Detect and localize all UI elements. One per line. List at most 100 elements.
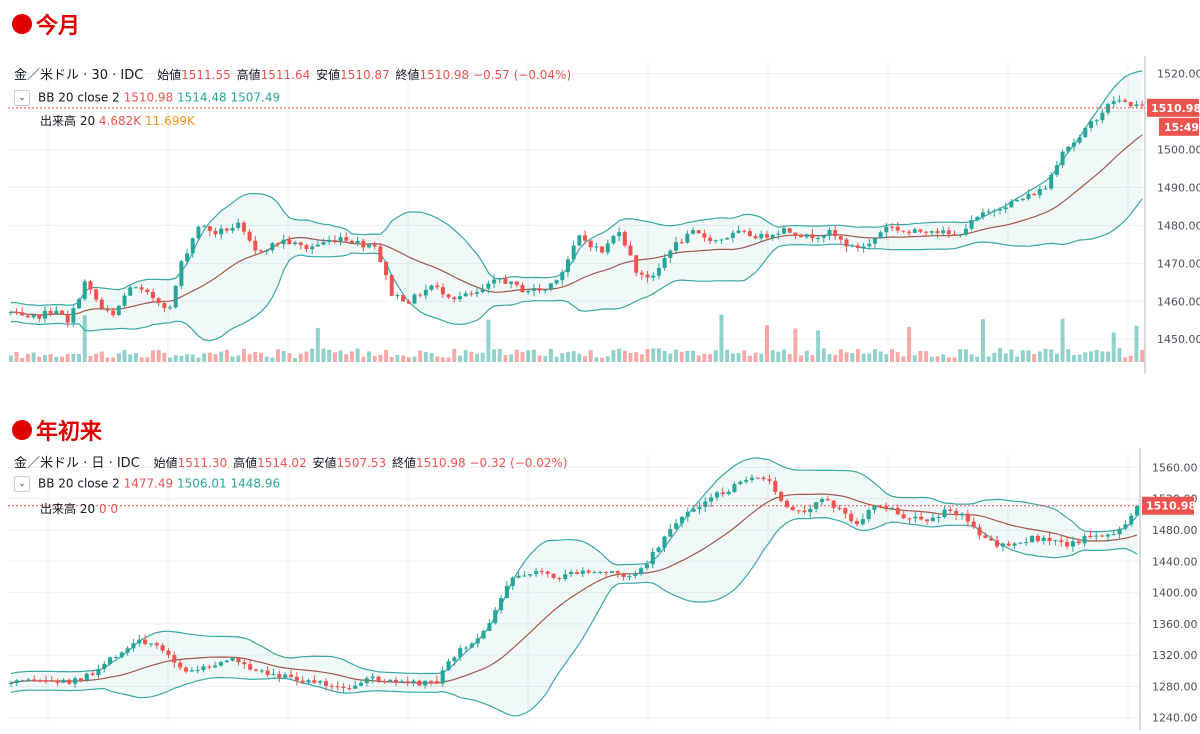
- volume-legend-ytd[interactable]: 出来高 20 0 0: [40, 500, 118, 517]
- candle-body: [49, 680, 54, 682]
- chart-monthly-svg[interactable]: 1520.001510.001500.001490.001480.001470.…: [0, 52, 1200, 374]
- candle-body: [709, 497, 714, 502]
- volume-bar: [639, 354, 644, 362]
- candle-body: [38, 680, 43, 682]
- candle-body: [434, 681, 439, 684]
- candle-body: [133, 287, 138, 289]
- candle-body: [827, 230, 832, 236]
- volume-bar: [1049, 349, 1054, 362]
- candle-body: [327, 239, 332, 242]
- chevron-down-icon[interactable]: ⌄: [14, 90, 30, 106]
- candle-body: [522, 575, 527, 577]
- candle-body: [224, 228, 229, 231]
- candle-body: [417, 680, 422, 686]
- candle-body: [183, 667, 189, 672]
- y-tick-label: 1500.00: [1157, 143, 1200, 156]
- candle-body: [574, 572, 579, 574]
- candle-body: [959, 513, 965, 516]
- volume-bar: [1128, 355, 1133, 362]
- candle-body: [571, 245, 576, 260]
- candle-body: [306, 680, 311, 683]
- candle-body: [878, 232, 883, 239]
- candle-body: [534, 571, 539, 575]
- volume-bar: [753, 352, 758, 362]
- candle-body: [622, 232, 627, 246]
- volume-bar: [912, 355, 917, 362]
- volume-bar: [344, 354, 349, 362]
- volume-bar: [230, 356, 235, 362]
- candle-body: [1117, 100, 1122, 102]
- candle-body: [617, 232, 622, 237]
- candle-body: [32, 679, 37, 681]
- candle-body: [963, 228, 968, 235]
- candle-body: [399, 681, 404, 683]
- candle-body: [548, 283, 553, 290]
- volume-bar: [759, 353, 764, 362]
- volume-bar: [520, 351, 525, 362]
- candle-body: [271, 674, 276, 676]
- candle-body: [696, 230, 701, 234]
- high-value: 1511.64: [260, 68, 311, 82]
- candle-body: [1032, 193, 1037, 196]
- candle-body: [668, 528, 673, 537]
- candle-body: [1088, 536, 1093, 538]
- chevron-down-icon[interactable]: ⌄: [14, 476, 30, 492]
- candle-body: [1003, 207, 1008, 210]
- candle-body: [633, 573, 638, 576]
- candle-body: [1117, 528, 1122, 535]
- candle-body: [685, 233, 690, 243]
- bb-legend-monthly[interactable]: ⌄ BB 20 close 2 1510.98 1514.48 1507.49: [14, 90, 280, 106]
- candle-body: [486, 283, 491, 289]
- candle-body: [738, 481, 743, 485]
- candle-body: [609, 571, 614, 573]
- close-label: 終値: [395, 68, 420, 82]
- candle-body: [288, 674, 294, 677]
- candle-body: [860, 519, 865, 525]
- candle-body: [185, 253, 190, 262]
- candle-body: [440, 670, 445, 684]
- candle-body: [958, 234, 963, 236]
- y-tick-label: 1320.00: [1152, 649, 1198, 662]
- volume-bar: [355, 348, 360, 362]
- candle-body: [639, 568, 644, 574]
- volume-bar: [94, 353, 99, 362]
- chart-ytd-svg[interactable]: 1560.001520.001480.001440.001400.001360.…: [0, 444, 1200, 730]
- candle-body: [469, 643, 474, 648]
- candle-body: [1082, 536, 1087, 544]
- volume-legend-monthly[interactable]: 出来高 20 4.682K 11.699K: [40, 112, 195, 129]
- candle-body: [178, 662, 183, 668]
- candle-body: [837, 507, 842, 509]
- candle-body: [971, 521, 976, 528]
- volume-bar: [958, 349, 963, 362]
- candle-body: [1059, 540, 1064, 542]
- candle-body: [977, 527, 982, 536]
- volume-bar: [37, 356, 42, 362]
- candle-body: [545, 571, 550, 574]
- candle-body: [833, 230, 838, 237]
- volume-bar: [628, 353, 633, 362]
- volume-bar: [537, 355, 542, 362]
- candle-body: [634, 255, 639, 273]
- volume-bar: [884, 354, 889, 362]
- candle-body: [819, 499, 825, 503]
- candle-body: [799, 235, 804, 238]
- chart-panel-monthly[interactable]: 1520.001510.001500.001490.001480.001470.…: [0, 52, 1200, 374]
- candle-body: [108, 657, 113, 664]
- candle-body: [539, 571, 544, 573]
- volume-bar: [867, 353, 872, 362]
- candle-body: [213, 230, 218, 235]
- candle-body: [20, 312, 25, 316]
- candle-body: [697, 506, 702, 510]
- candle-body: [1020, 198, 1025, 201]
- close-label: 終値: [392, 456, 417, 470]
- volume-bar: [412, 356, 417, 362]
- candle-body: [452, 657, 457, 662]
- candle-body: [627, 575, 632, 577]
- low-label: 安値: [316, 68, 341, 82]
- volume-bar: [173, 355, 178, 362]
- candle-body: [726, 491, 731, 495]
- volume-name: 出来高 20: [40, 502, 96, 516]
- chart-panel-ytd[interactable]: 1560.001520.001480.001440.001400.001360.…: [0, 444, 1200, 730]
- bb-name: BB 20 close 2: [38, 90, 120, 105]
- bb-legend-ytd[interactable]: ⌄ BB 20 close 2 1477.49 1506.01 1448.96: [14, 476, 280, 492]
